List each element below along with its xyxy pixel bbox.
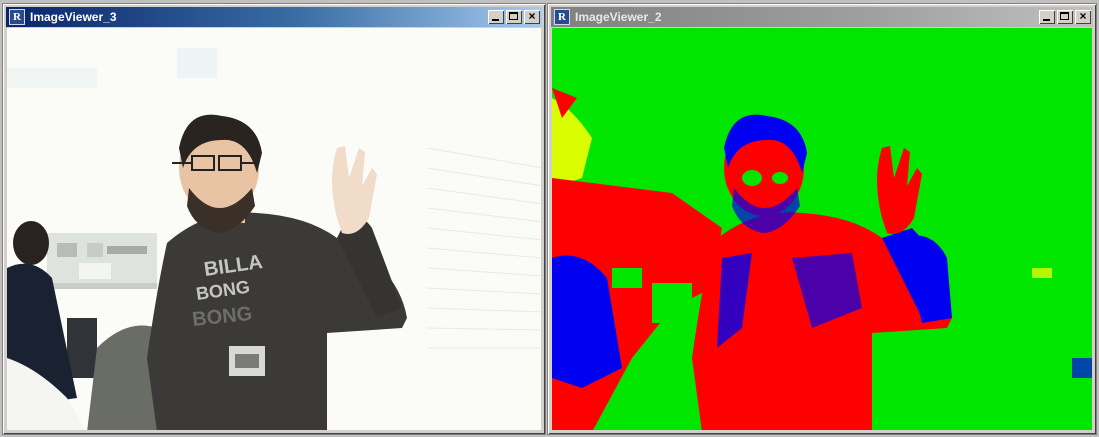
maximize-button[interactable] [506, 10, 522, 24]
app-r-icon[interactable]: R [9, 9, 25, 25]
maximize-icon [509, 12, 518, 20]
minimize-icon [492, 19, 499, 21]
minimize-button[interactable] [1039, 10, 1055, 24]
segmentation-image [552, 28, 1092, 430]
maximize-button[interactable] [1057, 10, 1073, 24]
title-bar[interactable]: R ImageViewer_3 × [6, 7, 542, 27]
window-title: ImageViewer_2 [575, 10, 662, 24]
minimize-button[interactable] [488, 10, 504, 24]
camera-feed-image: BILLA BONG BONG [7, 28, 541, 430]
segmentation-picture [552, 28, 1092, 430]
camera-feed-picture: BILLA BONG BONG [7, 28, 541, 430]
close-button[interactable]: × [1075, 9, 1091, 24]
close-icon: × [528, 9, 536, 23]
close-icon: × [1079, 9, 1087, 23]
image-viewer-2-window[interactable]: R ImageViewer_2 × [547, 3, 1097, 435]
image-viewer-3-window[interactable]: R ImageViewer_3 × [2, 3, 546, 435]
close-button[interactable]: × [524, 9, 540, 24]
title-bar[interactable]: R ImageViewer_2 × [551, 7, 1093, 27]
minimize-icon [1043, 19, 1050, 21]
maximize-icon [1060, 12, 1069, 20]
window-title: ImageViewer_3 [30, 10, 117, 24]
app-r-icon[interactable]: R [554, 9, 570, 25]
